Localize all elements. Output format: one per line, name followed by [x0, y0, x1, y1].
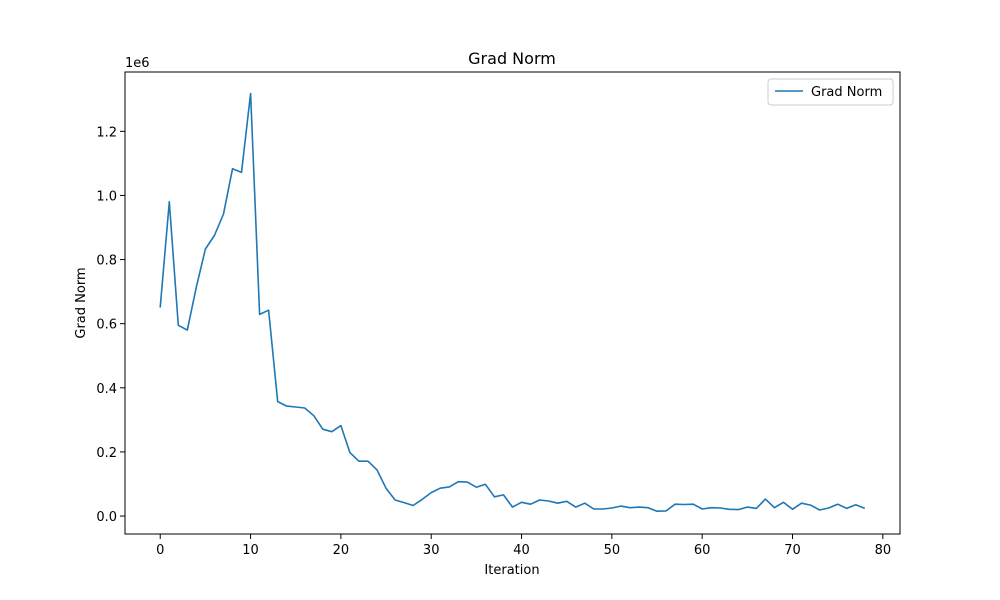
x-tick-label: 10 — [242, 543, 259, 558]
y-tick-label: 0.8 — [96, 254, 117, 269]
y-tick-label: 1.2 — [96, 125, 117, 140]
y-tick-label: 0.0 — [96, 510, 117, 525]
x-tick-label: 70 — [784, 543, 801, 558]
y-tick-label: 0.4 — [96, 382, 117, 397]
x-tick-label: 0 — [156, 543, 164, 558]
y-tick-label: 1.0 — [96, 189, 117, 204]
x-tick-label: 20 — [333, 543, 350, 558]
x-tick-label: 30 — [423, 543, 440, 558]
y-tick-label: 0.6 — [96, 318, 117, 333]
x-axis-label: Iteration — [484, 563, 539, 578]
y-axis-label: Grad Norm — [74, 267, 89, 338]
y-axis-scale-label: 1e6 — [125, 56, 150, 71]
x-tick-label: 80 — [875, 543, 892, 558]
x-tick-label: 60 — [694, 543, 711, 558]
plot-area — [124, 71, 901, 535]
legend: Grad Norm — [767, 78, 894, 106]
x-axis: 0 10 20 30 40 50 60 70 80 — [156, 534, 891, 558]
y-tick-label: 0.2 — [96, 446, 117, 461]
x-tick-label: 50 — [604, 543, 621, 558]
series-line-grad-norm — [159, 92, 866, 513]
chart-title: Grad Norm — [468, 49, 556, 68]
y-axis: 0.0 0.2 0.4 0.6 0.8 1.0 1.2 — [96, 125, 125, 525]
x-tick-label: 40 — [513, 543, 530, 558]
legend-box — [767, 78, 894, 106]
legend-label-grad-norm: Grad Norm — [811, 85, 882, 100]
